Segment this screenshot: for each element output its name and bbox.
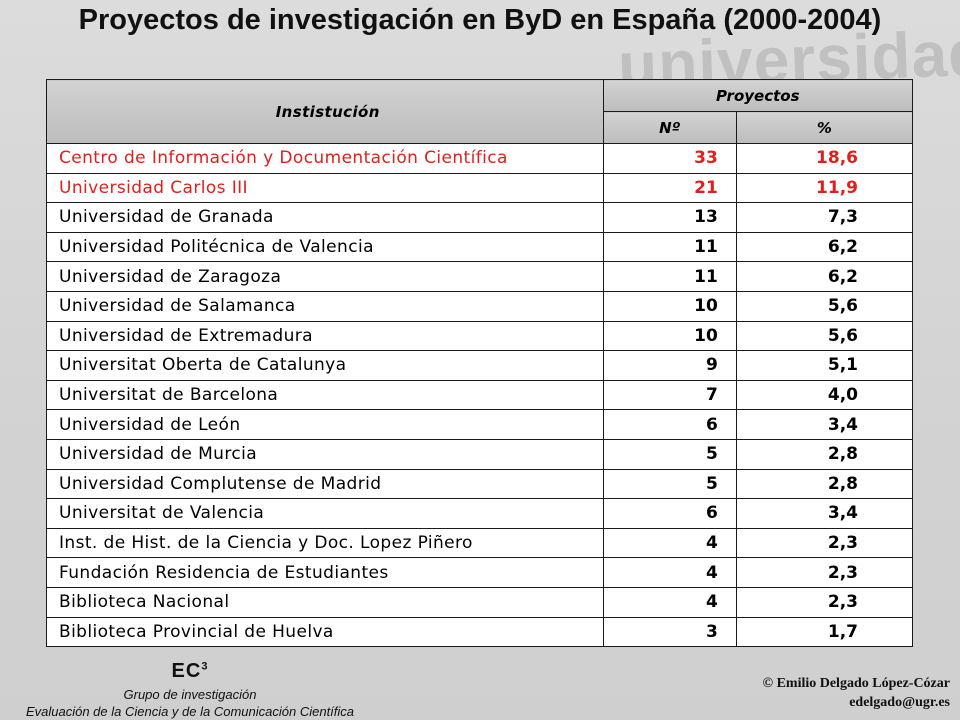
page-title: Proyectos de investigación en ByD en Esp…: [78, 4, 882, 36]
table-row: Universidad de Salamanca 10 5,6: [46, 290, 914, 322]
count-cell: 10: [602, 320, 737, 352]
table-row: Fundación Residencia de Estudiantes 4 2,3: [46, 557, 914, 588]
percent-cell: 6,2: [735, 261, 914, 292]
count-cell: 21: [602, 172, 737, 204]
institution-cell: Universidad Complutense de Madrid: [46, 468, 604, 500]
table-row: Universidad de Extremadura 10 5,6: [46, 320, 914, 352]
percent-cell: 5,1: [735, 350, 914, 381]
group-label: Grupo de investigación: [123, 687, 257, 702]
author-email: edelgado@ugr.es: [849, 695, 950, 710]
header-institution: Instistución: [46, 79, 604, 144]
percent-cell: 2,3: [735, 557, 914, 588]
percent-cell: 11,9: [735, 172, 914, 204]
institution-cell: Centro de Información y Documentación Ci…: [46, 143, 604, 174]
count-cell: 6: [602, 498, 737, 529]
count-cell: 9: [602, 350, 737, 381]
count-cell: 13: [602, 202, 737, 233]
header-projects: Proyectos: [602, 79, 914, 112]
table-body: Centro de Información y Documentación Ci…: [46, 143, 914, 648]
institution-cell: Universidad Politécnica de Valencia: [46, 231, 604, 263]
institution-cell: Universidad de Granada: [46, 202, 604, 233]
institution-cell: Inst. de Hist. de la Ciencia y Doc. Lope…: [46, 527, 604, 559]
table-row: Universidad de Zaragoza 11 6,2: [46, 261, 914, 292]
institution-cell: Universidad de León: [46, 409, 604, 440]
percent-cell: 4,0: [735, 379, 914, 411]
table-row: Universitat de Valencia 6 3,4: [46, 498, 914, 529]
percent-cell: 2,8: [735, 468, 914, 500]
table-row: Universidad de León 6 3,4: [46, 409, 914, 440]
institution-cell: Universidad de Murcia: [46, 438, 604, 470]
table-row: Universitat de Barcelona 7 4,0: [46, 379, 914, 411]
table-row: Biblioteca Provincial de Huelva 3 1,7: [46, 616, 914, 648]
table-row: Universitat Oberta de Catalunya 9 5,1: [46, 350, 914, 381]
institution-cell: Universitat de Valencia: [46, 498, 604, 529]
ec3-logo: EC3: [171, 660, 209, 682]
count-cell: 4: [602, 586, 737, 618]
percent-cell: 6,2: [735, 231, 914, 263]
institution-cell: Universidad de Zaragoza: [46, 261, 604, 292]
count-cell: 4: [602, 527, 737, 559]
group-name: Evaluación de la Ciencia y de la Comunic…: [25, 704, 355, 719]
institution-cell: Biblioteca Provincial de Huelva: [46, 616, 604, 648]
count-cell: 5: [602, 438, 737, 470]
count-cell: 11: [602, 231, 737, 263]
percent-cell: 3,4: [735, 498, 914, 529]
institution-cell: Universidad Carlos III: [46, 172, 604, 204]
percent-cell: 3,4: [735, 409, 914, 440]
table-row: Universidad Politécnica de Valencia 11 6,2: [46, 231, 914, 263]
percent-cell: 5,6: [735, 320, 914, 352]
count-cell: 33: [602, 143, 737, 174]
institution-cell: Fundación Residencia de Estudiantes: [46, 557, 604, 588]
table-row: Universidad Carlos III 21 11,9: [46, 172, 914, 204]
count-cell: 4: [602, 557, 737, 588]
count-cell: 11: [602, 261, 737, 292]
count-cell: 5: [602, 468, 737, 500]
count-cell: 6: [602, 409, 737, 440]
group-logo: EC3 Grupo de investigación Evaluación de…: [0, 660, 380, 719]
author-credit: © Emilio Delgado López-Cózar: [762, 676, 950, 691]
count-cell: 7: [602, 379, 737, 411]
header-percent: %: [735, 111, 914, 144]
institution-cell: Biblioteca Nacional: [46, 586, 604, 618]
percent-cell: 1,7: [735, 616, 914, 648]
percent-cell: 18,6: [735, 143, 914, 174]
projects-table: Instistución Proyectos Nº % Centro de In…: [46, 79, 914, 648]
percent-cell: 5,6: [735, 290, 914, 322]
percent-cell: 2,3: [735, 527, 914, 559]
table-row: Universidad de Granada 13 7,3: [46, 202, 914, 233]
credits: © Emilio Delgado López-Cózar edelgado@ug…: [763, 674, 950, 712]
institution-cell: Universidad de Extremadura: [46, 320, 604, 352]
count-cell: 10: [602, 290, 737, 322]
table-row: Inst. de Hist. de la Ciencia y Doc. Lope…: [46, 527, 914, 559]
percent-cell: 7,3: [735, 202, 914, 233]
institution-cell: Universidad de Salamanca: [46, 290, 604, 322]
table-row: Universidad Complutense de Madrid 5 2,8: [46, 468, 914, 500]
count-cell: 3: [602, 616, 737, 648]
table-row: Universidad de Murcia 5 2,8: [46, 438, 914, 470]
percent-cell: 2,8: [735, 438, 914, 470]
institution-cell: Universitat Oberta de Catalunya: [46, 350, 604, 381]
header-number: Nº: [602, 111, 737, 144]
table-row: Centro de Información y Documentación Ci…: [46, 143, 914, 174]
percent-cell: 2,3: [735, 586, 914, 618]
institution-cell: Universitat de Barcelona: [46, 379, 604, 411]
table-row: Biblioteca Nacional 4 2,3: [46, 586, 914, 618]
